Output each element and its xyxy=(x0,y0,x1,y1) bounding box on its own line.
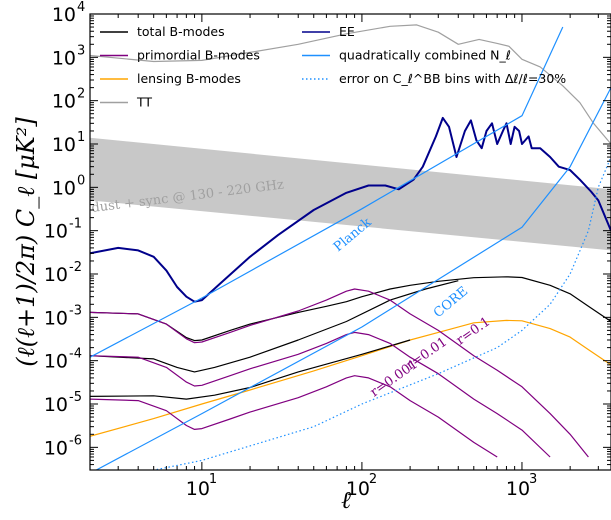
y-tick-label-exponent: -6 xyxy=(69,433,82,448)
x-tick-label: 10 xyxy=(186,478,210,500)
series-line-n-planck xyxy=(90,26,564,358)
series-line-total-b-modes-r-0-1 xyxy=(90,276,611,342)
x-tick-label-exponent: 2 xyxy=(369,472,377,487)
y-tick-label-exponent: 1 xyxy=(77,130,85,145)
foreground-band-layer xyxy=(90,137,611,251)
y-tick-label: 10 xyxy=(52,91,76,113)
y-tick-label: 10 xyxy=(52,47,76,69)
x-axis-title: ℓ xyxy=(341,486,351,514)
y-tick-label-exponent: -2 xyxy=(69,260,82,275)
y-tick-label-exponent: 4 xyxy=(77,0,85,15)
y-tick-label-exponent: -4 xyxy=(69,347,82,362)
legend-label-primordial-b-modes: primordial B-modes xyxy=(137,48,260,63)
legend-label-ee: EE xyxy=(339,24,355,39)
annotation-core: CORE xyxy=(431,284,471,321)
y-tick-label-exponent: -1 xyxy=(69,217,82,232)
x-tick-label-exponent: 3 xyxy=(529,472,537,487)
y-tick-label: 10 xyxy=(44,264,68,286)
y-tick-label: 10 xyxy=(52,4,76,26)
y-tick-label-exponent: 2 xyxy=(77,87,85,102)
series-line-n-core xyxy=(95,87,611,470)
legend-label-lensing-b-modes: lensing B-modes xyxy=(137,71,241,86)
y-tick-label-exponent: -3 xyxy=(69,303,82,318)
series-line-total-b-modes-r-0-01 xyxy=(90,280,459,373)
y-tick-label: 10 xyxy=(44,351,68,373)
series-line-primordial-b-modes-r-0-001 xyxy=(90,375,498,458)
series-line-ee xyxy=(90,116,611,303)
legend-label-error-on-c-bb-bins-with-30: error on C_ℓ^BB bins with Δℓ/ℓ=30% xyxy=(339,71,566,86)
legend: total B-modes primordial B-modes lensing B… xyxy=(100,24,566,110)
y-tick-label: 10 xyxy=(52,134,76,156)
x-tick-label-exponent: 1 xyxy=(209,472,217,487)
series-line-lensing-b-modes xyxy=(90,319,611,437)
plot-frame xyxy=(89,13,611,471)
legend-label-tt: TT xyxy=(136,95,152,110)
x-tick-label: 10 xyxy=(506,478,530,500)
y-tick-label-exponent: 0 xyxy=(77,173,85,188)
x-tick-label: 10 xyxy=(346,478,370,500)
series-line-tt xyxy=(90,24,611,145)
y-tick-label-exponent: -5 xyxy=(69,390,82,405)
series-line-primordial-b-modes-r-0-1 xyxy=(90,288,589,458)
annotation-r-0-001: r=0.001 xyxy=(368,357,421,400)
y-tick-label-exponent: 3 xyxy=(77,43,85,58)
y-tick-label: 10 xyxy=(44,394,68,416)
y-tick-label: 10 xyxy=(52,177,76,199)
series-layer xyxy=(90,24,611,470)
annotation-r-0-1: r=0.1 xyxy=(454,314,494,348)
series-line-total-b-modes-r-0-001 xyxy=(90,339,411,400)
y-tick-label: 10 xyxy=(44,307,68,329)
legend-label-total-b-modes: total B-modes xyxy=(137,24,225,39)
y-tick-label: 10 xyxy=(44,221,68,243)
legend-label-quadratically-combined-n: quadratically combined N_ℓ xyxy=(339,48,511,63)
y-axis-title: (ℓ(ℓ+1)/2π) C_ℓ [μK²] xyxy=(12,117,40,367)
y-tick-label: 10 xyxy=(44,437,68,459)
foreground-band xyxy=(90,137,611,251)
series-line-primordial-b-modes-r-0-01 xyxy=(90,331,551,458)
